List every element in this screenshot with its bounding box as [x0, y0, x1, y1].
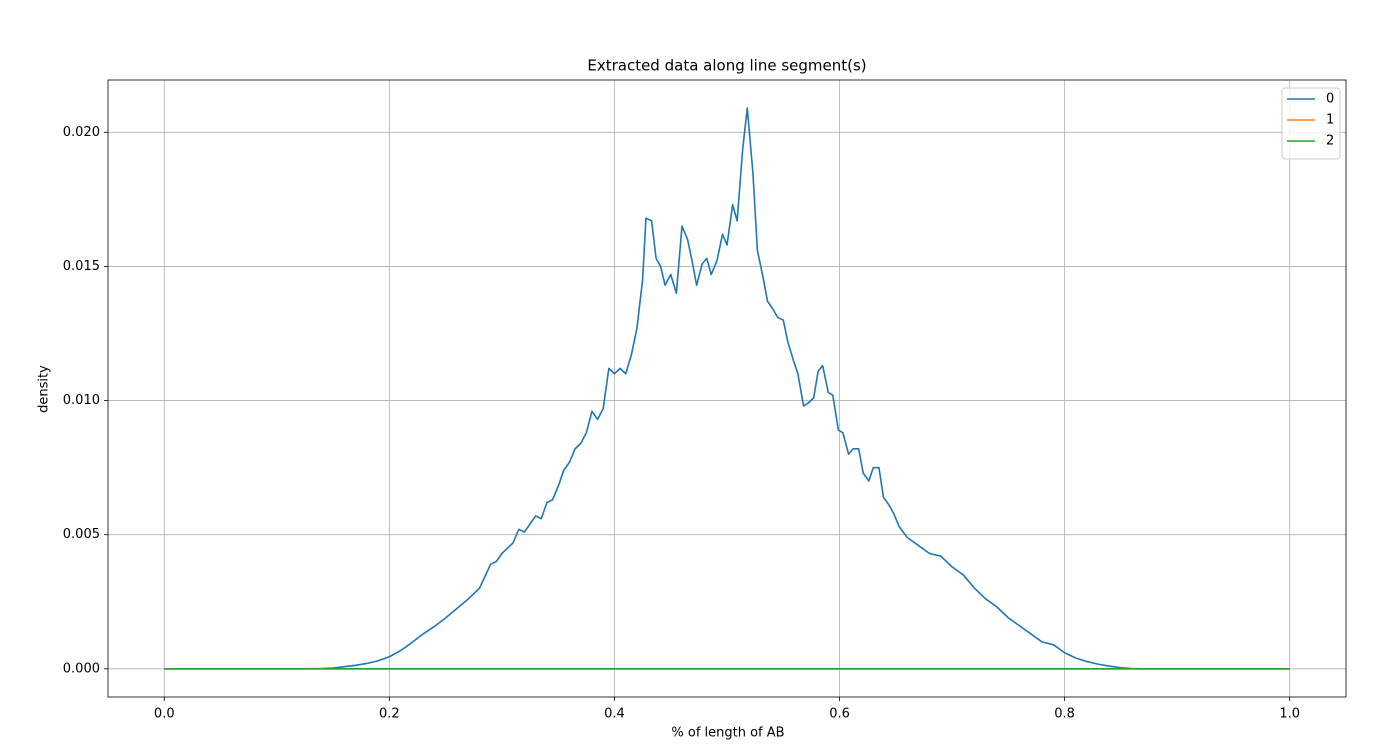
legend: 0 1 2 [1281, 87, 1341, 160]
legend-label: 2 [1326, 134, 1334, 149]
legend-label: 1 [1326, 113, 1334, 128]
legend-label: 0 [1326, 92, 1334, 107]
x-tick-label: 0.0 [154, 707, 175, 722]
y-tick-label: 0.020 [63, 125, 100, 140]
x-tick-label: 0.4 [604, 707, 625, 722]
x-tick-label: 0.6 [829, 707, 850, 722]
x-axis-label: % of length of AB [671, 726, 784, 741]
chart-title: Extracted data along line segment(s) [587, 57, 866, 75]
y-tick-label: 0.010 [63, 393, 100, 408]
y-tick-label: 0.000 [63, 661, 100, 676]
x-tick-label: 1.0 [1279, 707, 1300, 722]
x-tick-label: 0.8 [1054, 707, 1075, 722]
data-line [164, 107, 1290, 670]
y-axis-label: density [37, 365, 52, 413]
y-tick-label: 0.005 [63, 527, 100, 542]
plot-frame [107, 79, 1347, 698]
y-tick-label: 0.015 [63, 259, 100, 274]
x-tick-label: 0.2 [379, 707, 400, 722]
